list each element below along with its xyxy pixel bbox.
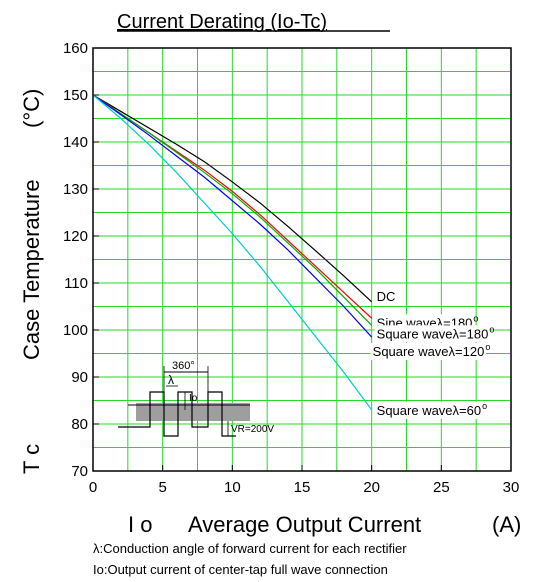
- grid: [93, 48, 511, 471]
- x-tick-label: 30: [503, 479, 520, 496]
- series-label-2: Square waveλ=180: [377, 326, 489, 341]
- y-tick-label: 70: [71, 463, 88, 480]
- series-line-2: [92, 94, 373, 326]
- y-tick-label: 160: [63, 40, 88, 57]
- inset-io-label: Io: [189, 393, 198, 404]
- y-axis-unit: (°C): [19, 89, 44, 128]
- y-tick-label: 110: [64, 275, 88, 292]
- y-tick-label: 80: [71, 416, 88, 433]
- series-line-4: [92, 94, 373, 411]
- y-axis-label: Case Temperature: [19, 179, 44, 360]
- y-tick-label: 130: [63, 181, 88, 198]
- x-axis-label: Average Output Current: [188, 512, 421, 537]
- inset-band: [136, 403, 250, 421]
- x-tick-label: 5: [158, 479, 166, 496]
- x-axis-symbol: I o: [128, 512, 152, 537]
- series-label-bg: [370, 343, 487, 361]
- plot-frame: [92, 47, 512, 472]
- series-lines: [92, 94, 373, 411]
- series-label-degree: o: [489, 324, 494, 334]
- y-tick-label: 90: [71, 369, 88, 386]
- series-label-degree: o: [473, 313, 478, 323]
- series-label-0: DC: [377, 289, 396, 304]
- series-label-bg: [374, 325, 491, 343]
- x-axis-unit: (A): [492, 512, 521, 537]
- series-label-degree: o: [482, 401, 487, 411]
- note-lambda: λ:Conduction angle of forward current fo…: [93, 541, 407, 556]
- y-axis-symbol: T c: [19, 444, 44, 474]
- inset-angle-label: 360°: [172, 360, 195, 372]
- axis-ticks: 0 5 10 15 20 25 30 70 80 90 100 110 120 130 140 150 160: [63, 40, 519, 496]
- y-tick-label: 140: [63, 134, 88, 151]
- series-line-0: [92, 94, 373, 303]
- y-tick-label: 120: [63, 228, 88, 245]
- series-label-degree: o: [485, 342, 490, 352]
- x-tick-label: 10: [224, 479, 241, 496]
- inset-vr-label: VR=200V: [231, 424, 274, 435]
- series-label-4: Square waveλ=60: [377, 403, 481, 418]
- y-tick-label: 150: [63, 87, 88, 104]
- waveform-inset: 360° λ Io VR=200V: [118, 360, 274, 437]
- x-tick-label: 20: [363, 479, 380, 496]
- x-tick-label: 15: [294, 479, 311, 496]
- series-label-bg: [374, 401, 484, 419]
- y-tick-label: 100: [63, 322, 88, 339]
- series-label-bg: [374, 287, 398, 305]
- x-tick-label: 0: [89, 479, 97, 496]
- series-label-3: Square waveλ=120: [373, 344, 485, 359]
- note-io: Io:Output current of center-tap full wav…: [93, 562, 388, 577]
- chart-title: Current Derating (Io-Tc): [117, 11, 327, 33]
- x-tick-label: 25: [433, 479, 450, 496]
- series-line-3: [92, 94, 373, 338]
- inset-lambda-label: λ: [168, 373, 174, 387]
